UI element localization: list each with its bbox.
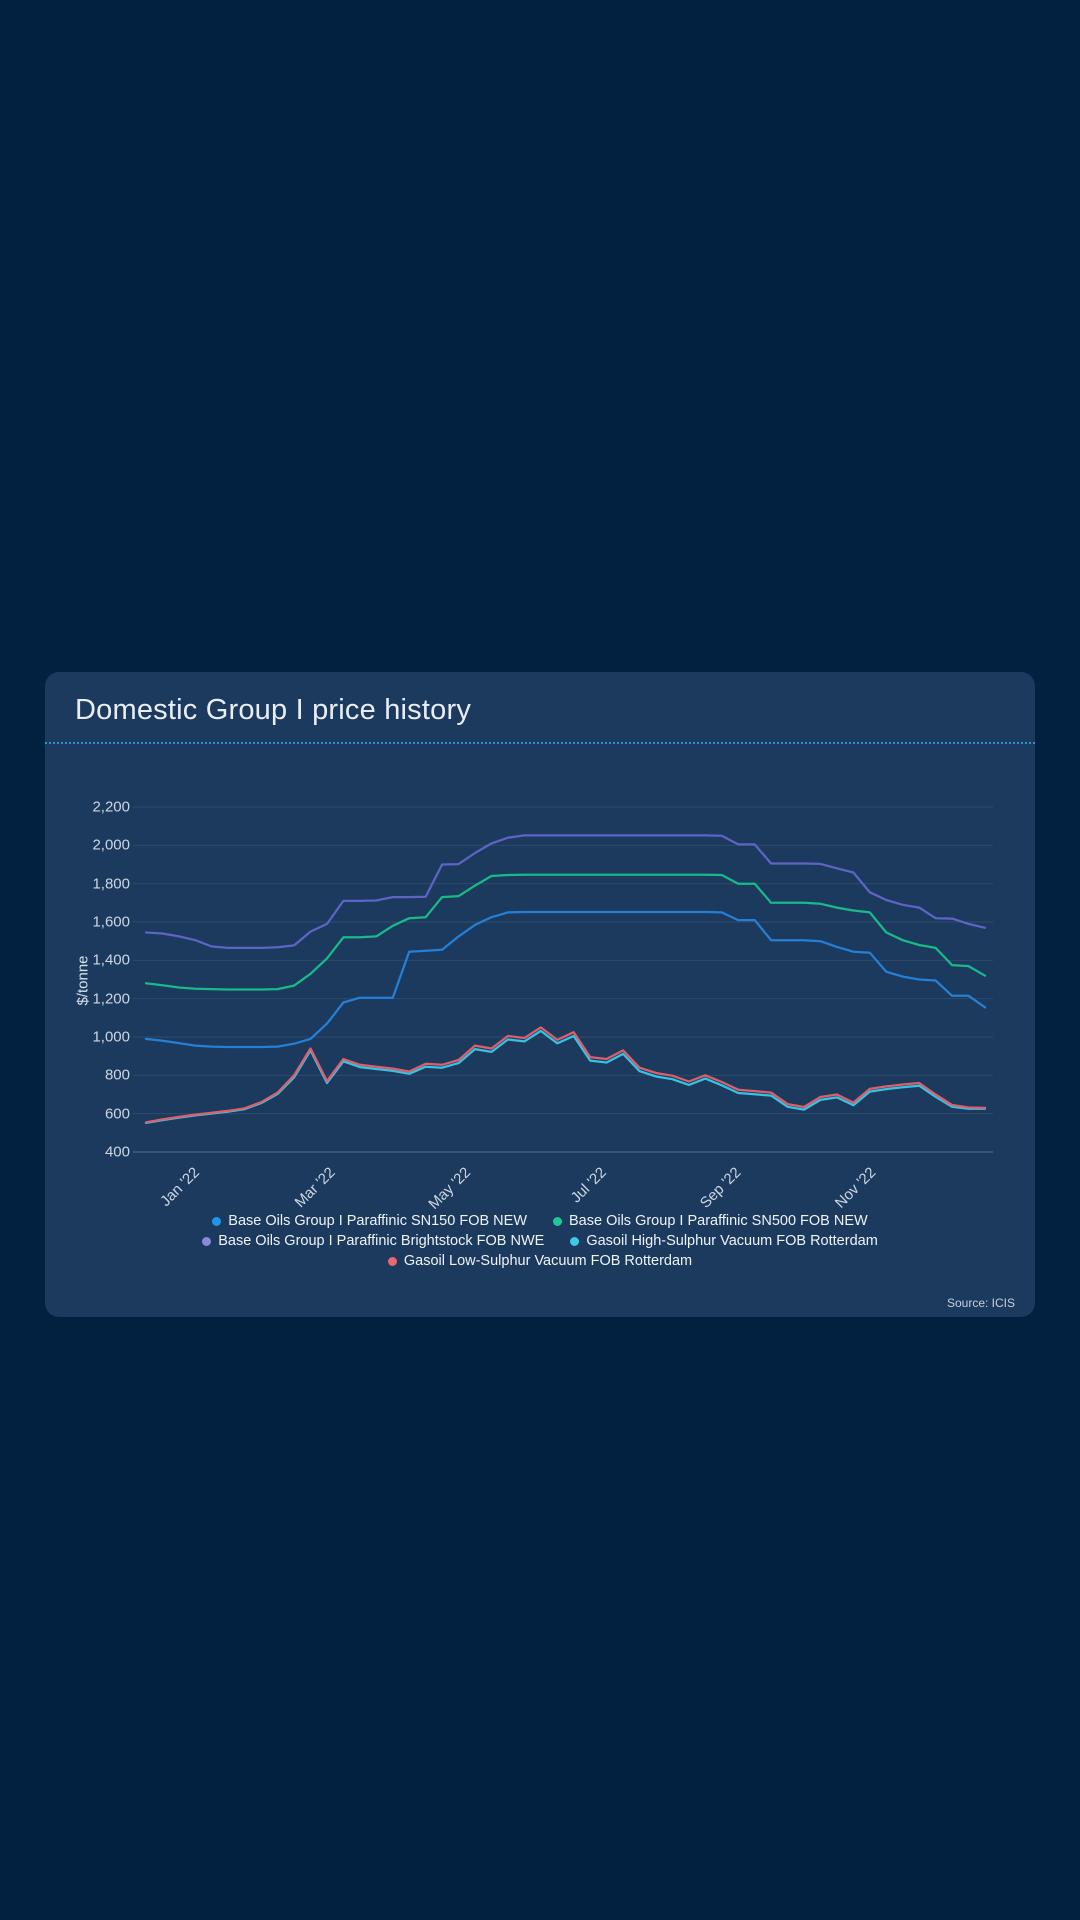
y-tick-label: 1,200 bbox=[92, 990, 130, 1008]
series-line[interactable] bbox=[144, 910, 987, 1049]
series-line[interactable] bbox=[144, 873, 987, 991]
series-line[interactable] bbox=[144, 1029, 987, 1125]
y-tick-label: 1,000 bbox=[92, 1028, 130, 1046]
legend-item-sn150[interactable]: Base Oils Group I Paraffinic SN150 FOB N… bbox=[212, 1213, 527, 1229]
legend-item-gasoil-ls[interactable]: Gasoil Low-Sulphur Vacuum FOB Rotterdam bbox=[387, 1253, 693, 1269]
y-tick-label: 1,800 bbox=[92, 875, 130, 893]
legend-item-gasoil-hs[interactable]: Gasoil High-Sulphur Vacuum FOB Rotterdam bbox=[570, 1233, 878, 1249]
price-history-chart: 2,200 2,000 1,800 1,600 1,400 1,200 1,000 800 60… bbox=[45, 672, 1035, 1317]
y-tick-label: 2,200 bbox=[92, 798, 130, 816]
legend-row: Gasoil Low-Sulphur Vacuum FOB Rotterdam bbox=[387, 1253, 693, 1269]
title-divider bbox=[45, 742, 1035, 744]
source-attribution: Source: ICIS bbox=[946, 1296, 1015, 1310]
legend-item-brightstock[interactable]: Base Oils Group I Paraffinic Brightstock… bbox=[202, 1233, 544, 1249]
legend-row: Base Oils Group I Paraffinic Brightstock… bbox=[202, 1233, 878, 1249]
y-tick-label: 800 bbox=[104, 1066, 130, 1084]
series-line[interactable] bbox=[144, 1026, 987, 1124]
y-tick-label: 600 bbox=[104, 1105, 130, 1123]
legend-row: Base Oils Group I Paraffinic SN150 FOB N… bbox=[212, 1213, 868, 1229]
series-dot-icon bbox=[212, 1216, 222, 1226]
chart-legend: Base Oils Group I Paraffinic SN150 FOB N… bbox=[45, 1213, 1035, 1269]
series-line[interactable] bbox=[144, 834, 987, 950]
series-dot-icon bbox=[553, 1216, 562, 1226]
legend-label: Base Oils Group I Paraffinic Brightstock… bbox=[218, 1233, 545, 1249]
y-axis-title: $/tonne bbox=[74, 955, 92, 1006]
series-dot-icon bbox=[570, 1236, 580, 1246]
legend-label: Gasoil Low-Sulphur Vacuum FOB Rotterdam bbox=[403, 1253, 693, 1269]
page-title: Domestic Group I price history bbox=[75, 694, 472, 726]
y-tick-label: 1,600 bbox=[92, 913, 130, 931]
chart-plot bbox=[133, 806, 993, 1153]
series-dot-icon bbox=[387, 1256, 397, 1266]
y-tick-label: 1,400 bbox=[92, 951, 130, 969]
legend-label: Base Oils Group I Paraffinic SN150 FOB N… bbox=[228, 1213, 527, 1229]
y-tick-label: 2,000 bbox=[92, 836, 130, 854]
y-tick-label: 400 bbox=[104, 1143, 130, 1161]
legend-label: Base Oils Group I Paraffinic SN500 FOB N… bbox=[569, 1213, 868, 1229]
legend-item-sn500[interactable]: Base Oils Group I Paraffinic SN500 FOB N… bbox=[553, 1213, 868, 1229]
legend-label: Gasoil High-Sulphur Vacuum FOB Rotterdam bbox=[586, 1233, 878, 1249]
price-history-card: Domestic Group I price history 2,200 2,00… bbox=[45, 672, 1035, 1317]
series-dot-icon bbox=[202, 1236, 212, 1246]
